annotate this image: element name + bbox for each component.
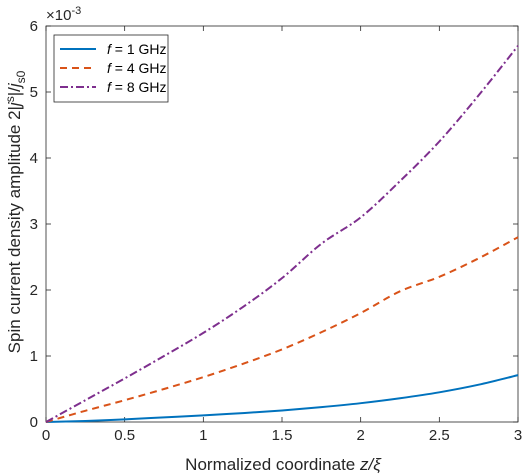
series-line-1 bbox=[45, 374, 519, 423]
y-tick-label: 5 bbox=[30, 84, 38, 101]
y-tick-label: 3 bbox=[30, 216, 38, 233]
axis-ticks: 0 0.5 1 1.5 2 2.5 3 0 1 2 3 4 5 6 bbox=[30, 18, 523, 444]
legend-label-1ghz: f = 1 GHz bbox=[107, 41, 167, 57]
x-tick-label: 1.5 bbox=[272, 427, 293, 444]
y-tick-label: 0 bbox=[30, 414, 38, 431]
series-lines bbox=[45, 45, 519, 423]
y-tick-label: 1 bbox=[30, 348, 38, 365]
series-line-2 bbox=[45, 236, 519, 423]
legend: f = 1 GHz f = 4 GHz f = 8 GHz bbox=[53, 34, 169, 103]
x-axis-label: Normalized coordinate z/ξ bbox=[185, 455, 382, 474]
y-tick-label: 4 bbox=[30, 150, 38, 167]
legend-label-4ghz: f = 4 GHz bbox=[107, 60, 167, 76]
x-tick-label: 0 bbox=[42, 427, 50, 444]
y-axis-exponent: ×10-3 bbox=[46, 5, 81, 24]
series-line-3 bbox=[45, 45, 519, 423]
y-tick-label: 2 bbox=[30, 282, 38, 299]
legend-label-8ghz: f = 8 GHz bbox=[107, 79, 167, 95]
y-tick-label: 6 bbox=[30, 18, 38, 35]
x-tick-label: 0.5 bbox=[114, 427, 135, 444]
x-tick-label: 2 bbox=[356, 427, 364, 444]
x-tick-label: 1 bbox=[199, 427, 207, 444]
x-tick-label: 2.5 bbox=[429, 427, 450, 444]
y-axis-label: Spin current density amplitude 2|js|/js0 bbox=[3, 70, 28, 353]
x-tick-label: 3 bbox=[514, 427, 522, 444]
